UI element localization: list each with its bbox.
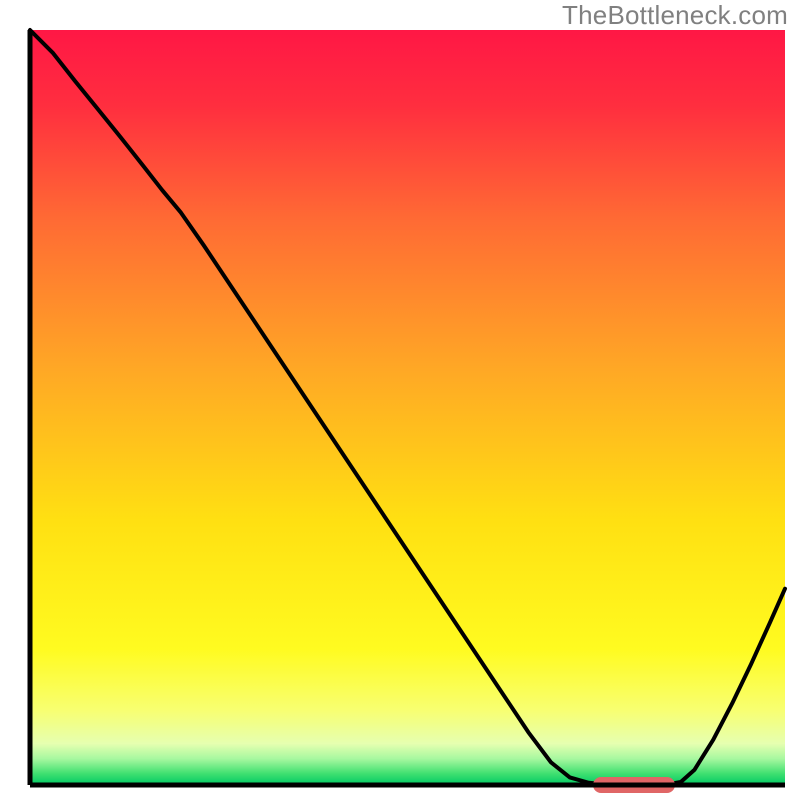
chart-canvas (0, 0, 800, 800)
gradient-background (30, 30, 785, 785)
bottleneck-chart: TheBottleneck.com (0, 0, 800, 800)
watermark-label: TheBottleneck.com (562, 0, 788, 31)
